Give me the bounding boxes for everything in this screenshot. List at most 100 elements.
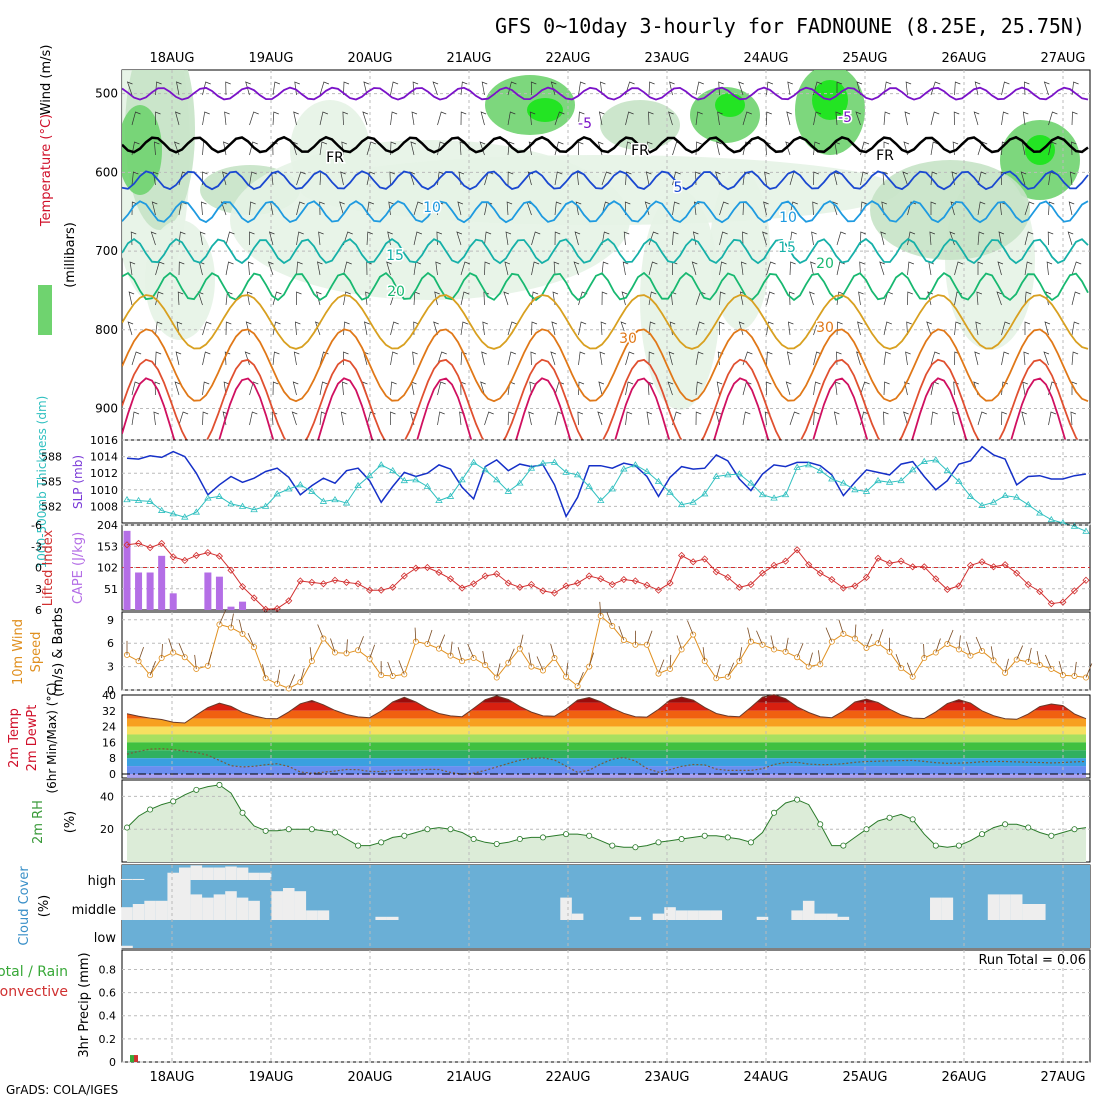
cape-tick: 153 — [97, 540, 118, 553]
wind-barb — [766, 321, 774, 336]
wind-barb — [738, 81, 744, 96]
wind-barb — [530, 81, 537, 96]
wind-barb — [398, 660, 405, 675]
wind-barb — [413, 201, 424, 216]
wind-barb — [437, 351, 447, 366]
wind-barb — [813, 141, 821, 156]
wind-barb — [299, 668, 305, 683]
lifted-index-marker — [354, 580, 362, 588]
wind-barb — [437, 201, 444, 216]
wind-barb — [923, 644, 925, 659]
wind-barb — [578, 111, 585, 126]
wind-speed-marker — [979, 648, 986, 655]
temp-tick: 32 — [102, 705, 116, 718]
wind-barb — [272, 81, 281, 96]
wind-barb — [1024, 201, 1035, 216]
lifted-index-marker — [400, 572, 408, 580]
temperature-band — [127, 718, 1086, 727]
cloud-bar — [121, 945, 133, 948]
wind-barb — [343, 291, 351, 306]
thickness-marker — [597, 496, 605, 503]
lifted-index-marker — [1001, 561, 1009, 569]
thickness-marker — [897, 476, 905, 484]
wind-barb — [129, 261, 136, 276]
cloud-bar — [132, 904, 145, 920]
wind-barb — [577, 411, 584, 426]
wind-barb — [695, 351, 704, 366]
cloud-bar — [225, 891, 237, 920]
wind-barb — [131, 171, 139, 186]
wind-barb — [716, 141, 722, 156]
wind-barb — [785, 637, 789, 652]
wind-barb — [1024, 321, 1031, 335]
wind-barb — [648, 261, 658, 276]
rh-marker — [1002, 821, 1009, 828]
wind-barb — [1001, 411, 1007, 426]
lifted-index-marker — [146, 544, 154, 552]
isotherm-label: 20 — [387, 284, 405, 300]
rh-marker — [609, 842, 616, 849]
rh-marker — [840, 842, 847, 849]
wind-barb — [977, 231, 985, 246]
cloud-bar — [375, 916, 387, 920]
wind-barb — [930, 81, 941, 96]
wind-barb — [836, 261, 845, 276]
date-label-top: 19AUG — [248, 51, 293, 66]
rh-marker — [239, 809, 246, 816]
wind-barb — [1043, 81, 1050, 96]
wind-barb — [1001, 381, 1009, 396]
thickness-marker — [851, 486, 859, 493]
thickness-marker — [955, 477, 963, 484]
wind-barb — [623, 231, 630, 246]
wind-barb — [553, 261, 560, 276]
rh-marker — [493, 840, 500, 847]
wind-barb — [905, 81, 912, 96]
cloud-bar — [987, 894, 1000, 920]
thickness-tick: 582 — [41, 500, 62, 513]
lifted-index-marker — [1047, 600, 1055, 608]
wind-barb — [460, 261, 471, 276]
wind-barb — [410, 141, 417, 156]
temperature-bands — [127, 694, 1086, 778]
rh-shading — [527, 98, 563, 122]
wind-barb — [879, 261, 885, 276]
wind-barb — [902, 171, 909, 186]
cape-bar — [169, 593, 177, 610]
lifted-tick: 6 — [35, 604, 42, 617]
wind-barb — [930, 411, 938, 426]
rh-marker — [563, 831, 570, 838]
thickness-marker — [400, 476, 409, 484]
wind-barb — [460, 81, 468, 96]
wind-barb — [1022, 381, 1028, 396]
wind-barb — [369, 644, 376, 659]
wind-barb — [238, 619, 243, 634]
wind-barb — [599, 351, 606, 366]
panel-frame — [121, 439, 1091, 524]
thickness-marker — [839, 479, 848, 486]
wind-barb — [809, 291, 815, 306]
wind-barb — [672, 171, 681, 186]
wind-barb — [716, 381, 723, 396]
thickness-marker — [943, 466, 952, 474]
thickness-marker — [816, 466, 824, 474]
wind-barb — [954, 321, 962, 336]
wind-speed-marker — [239, 630, 246, 637]
temp-axis-label-2: 2m DewPt — [25, 705, 40, 772]
lifted-index-marker — [955, 582, 963, 590]
lifted-index-marker — [816, 569, 824, 577]
wind-barb — [390, 291, 400, 306]
cloud-bar — [271, 891, 283, 920]
cape-bar — [146, 572, 154, 610]
wind-barb — [244, 351, 251, 366]
wind-barb — [883, 411, 889, 426]
wind-barb — [245, 81, 251, 96]
rh-marker — [470, 836, 477, 843]
temperature-band — [127, 726, 1086, 735]
temp-tick: 16 — [102, 736, 116, 749]
thickness-marker — [735, 470, 744, 477]
wind-barb — [1071, 261, 1082, 276]
wind-barb — [528, 652, 532, 667]
wind-barb — [973, 111, 980, 126]
cloud-bar — [202, 897, 214, 920]
